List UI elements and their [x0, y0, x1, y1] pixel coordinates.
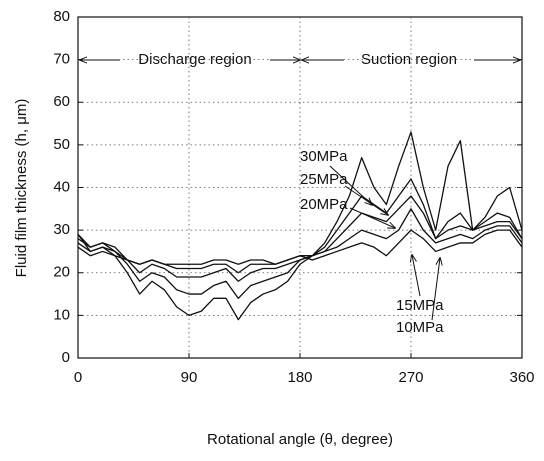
- label-bg: [345, 50, 473, 70]
- x-axis-label: Rotational angle (θ, degree): [207, 431, 393, 448]
- leader-arrow: [431, 258, 440, 321]
- x-tick-label: 180: [287, 369, 312, 386]
- legend-label: 10MPa: [396, 319, 444, 336]
- y-axis-label: Fluid film thickness (h, μm): [13, 99, 30, 278]
- legend-label: 20MPa: [300, 196, 348, 213]
- leader-arrow: [329, 165, 372, 205]
- y-tick-label: 40: [53, 178, 70, 195]
- legend-label: 30MPa: [300, 148, 348, 165]
- legend-label: 25MPa: [300, 171, 348, 188]
- series-line: [77, 229, 523, 265]
- x-tick-label: 270: [398, 369, 423, 386]
- y-tick-label: 60: [53, 93, 70, 110]
- annotation: Suction region: [361, 51, 457, 68]
- leader-arrow: [344, 185, 388, 215]
- y-tick-label: 30: [53, 221, 70, 238]
- y-tick-label: 50: [53, 136, 70, 153]
- leader-arrow: [349, 207, 395, 228]
- y-tick-label: 10: [53, 306, 70, 323]
- x-tick-label: 360: [509, 369, 534, 386]
- y-tick-label: 20: [53, 264, 70, 281]
- leader-arrow: [412, 255, 421, 297]
- legend-label: 15MPa: [396, 297, 444, 314]
- x-tick-label: 0: [74, 369, 82, 386]
- series-line: [77, 195, 523, 282]
- series-line: [77, 131, 523, 321]
- y-tick-label: 0: [62, 349, 70, 366]
- y-tick-label: 70: [53, 51, 70, 68]
- x-tick-label: 90: [181, 369, 198, 386]
- y-tick-label: 80: [53, 8, 70, 25]
